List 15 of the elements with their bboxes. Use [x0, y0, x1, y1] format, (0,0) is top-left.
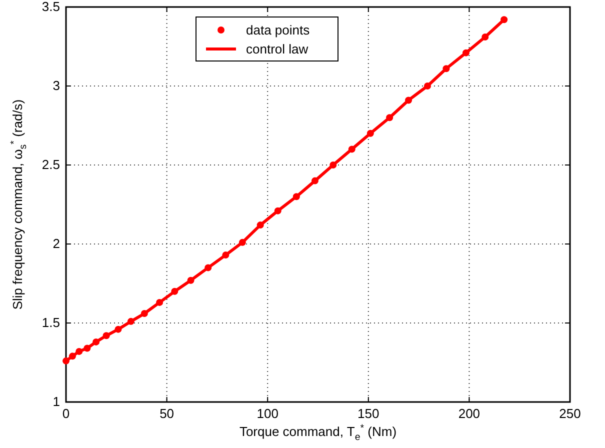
y-tick-label: 3: [52, 78, 60, 93]
x-tick-label: 150: [358, 406, 380, 421]
x-tick-label: 200: [458, 406, 480, 421]
y-tick-label: 3.5: [42, 0, 60, 14]
x-tick-label: 250: [559, 406, 581, 421]
x-tick-label: 50: [160, 406, 174, 421]
legend-label: control law: [246, 42, 309, 56]
x-tick-label: 0: [62, 406, 70, 421]
y-tick-label: 1: [52, 394, 60, 409]
legend-label: data points: [246, 22, 310, 38]
y-tick-label: 1.5: [42, 315, 60, 330]
y-tick-label: 2: [52, 236, 60, 251]
x-tick-label: 100: [256, 406, 278, 421]
y-tick-label: 2.5: [42, 157, 60, 172]
x-axis-title: Torque command, T$_{e}$$^{*}$ (Nm): [239, 423, 397, 443]
